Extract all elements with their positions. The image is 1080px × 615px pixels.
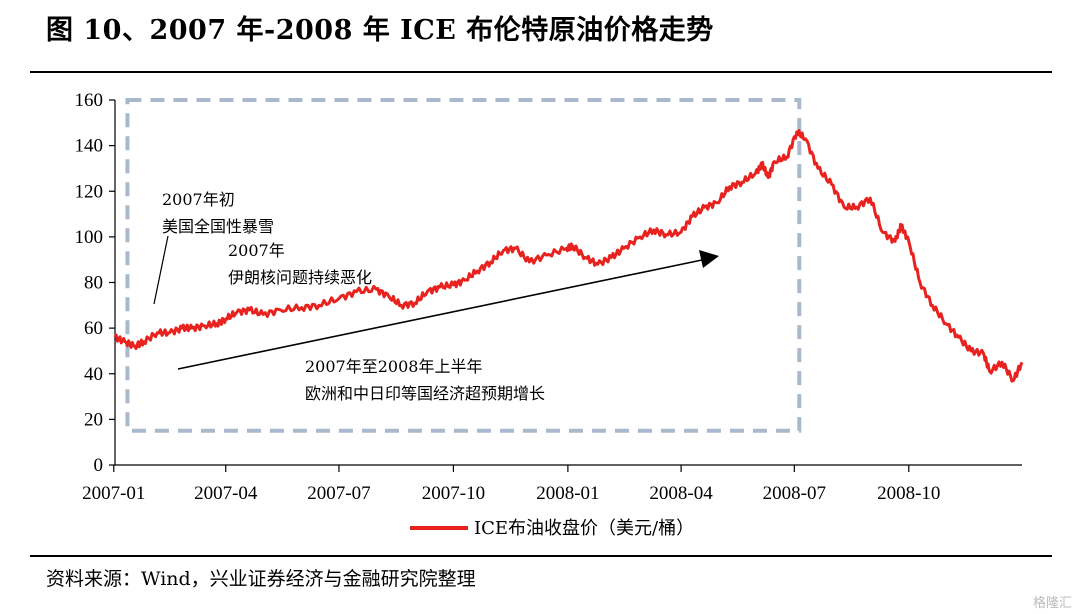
legend: ICE布油收盘价（美元/桶） — [410, 518, 694, 539]
trend-arrow-shaft — [177, 259, 703, 370]
y-ticks: 0 20 40 60 80 100 120 140 160 — [75, 90, 115, 476]
y-tick-label: 80 — [84, 273, 103, 294]
series-line-ice-brent — [113, 129, 1024, 383]
y-tick-label: 40 — [84, 364, 103, 385]
bottom-rule — [30, 555, 1052, 557]
x-tick-label: 2008-04 — [649, 483, 713, 504]
figure-title: 图 10、2007 年-2008 年 ICE 布伦特原油价格走势 — [46, 15, 714, 46]
annotation-3-line-2: 欧洲和中日印等国经济超预期增长 — [305, 384, 545, 403]
annotation-3-line-1: 2007年至2008年上半年 — [305, 357, 482, 376]
annotation-1-line-2: 美国全国性暴雪 — [162, 217, 274, 236]
source-note: 资料来源：Wind，兴业证券经济与金融研究院整理 — [46, 568, 476, 590]
x-tick-label: 2008-01 — [536, 483, 599, 504]
y-tick-label: 0 — [94, 455, 104, 476]
x-ticks: 2007-01 2007-04 2007-07 2007-10 2008-01 2008-… — [82, 465, 940, 504]
highlight-dashed-box — [125, 98, 802, 433]
x-tick-label: 2007-10 — [422, 483, 485, 504]
annotation-1-line-1: 2007年初 — [162, 190, 235, 209]
y-tick-label: 100 — [75, 227, 104, 248]
annotation-2-line-2: 伊朗核问题持续恶化 — [228, 268, 372, 287]
top-rule — [30, 71, 1052, 73]
trend-arrow-head — [699, 250, 719, 268]
annotations: 2007年初 美国全国性暴雪 2007年 伊朗核问题持续恶化 2007年至200… — [153, 190, 719, 403]
x-tick-label: 2008-07 — [763, 483, 826, 504]
y-tick-label: 140 — [75, 136, 104, 157]
watermark: 格隆汇 — [1032, 596, 1072, 611]
y-tick-label: 160 — [75, 90, 104, 111]
x-tick-label: 2007-01 — [82, 483, 145, 504]
legend-label: ICE布油收盘价（美元/桶） — [474, 518, 694, 539]
dashed-box-layer — [125, 98, 802, 433]
x-tick-label: 2007-04 — [194, 483, 258, 504]
y-tick-label: 20 — [84, 409, 103, 430]
y-tick-label: 120 — [75, 181, 104, 202]
annotation-2-line-1: 2007年 — [228, 241, 285, 260]
x-tick-label: 2007-07 — [307, 483, 370, 504]
annotation-pointer-1 — [153, 235, 169, 305]
series-layer — [113, 129, 1024, 383]
y-tick-label: 60 — [84, 318, 103, 339]
x-tick-label: 2008-10 — [877, 483, 940, 504]
